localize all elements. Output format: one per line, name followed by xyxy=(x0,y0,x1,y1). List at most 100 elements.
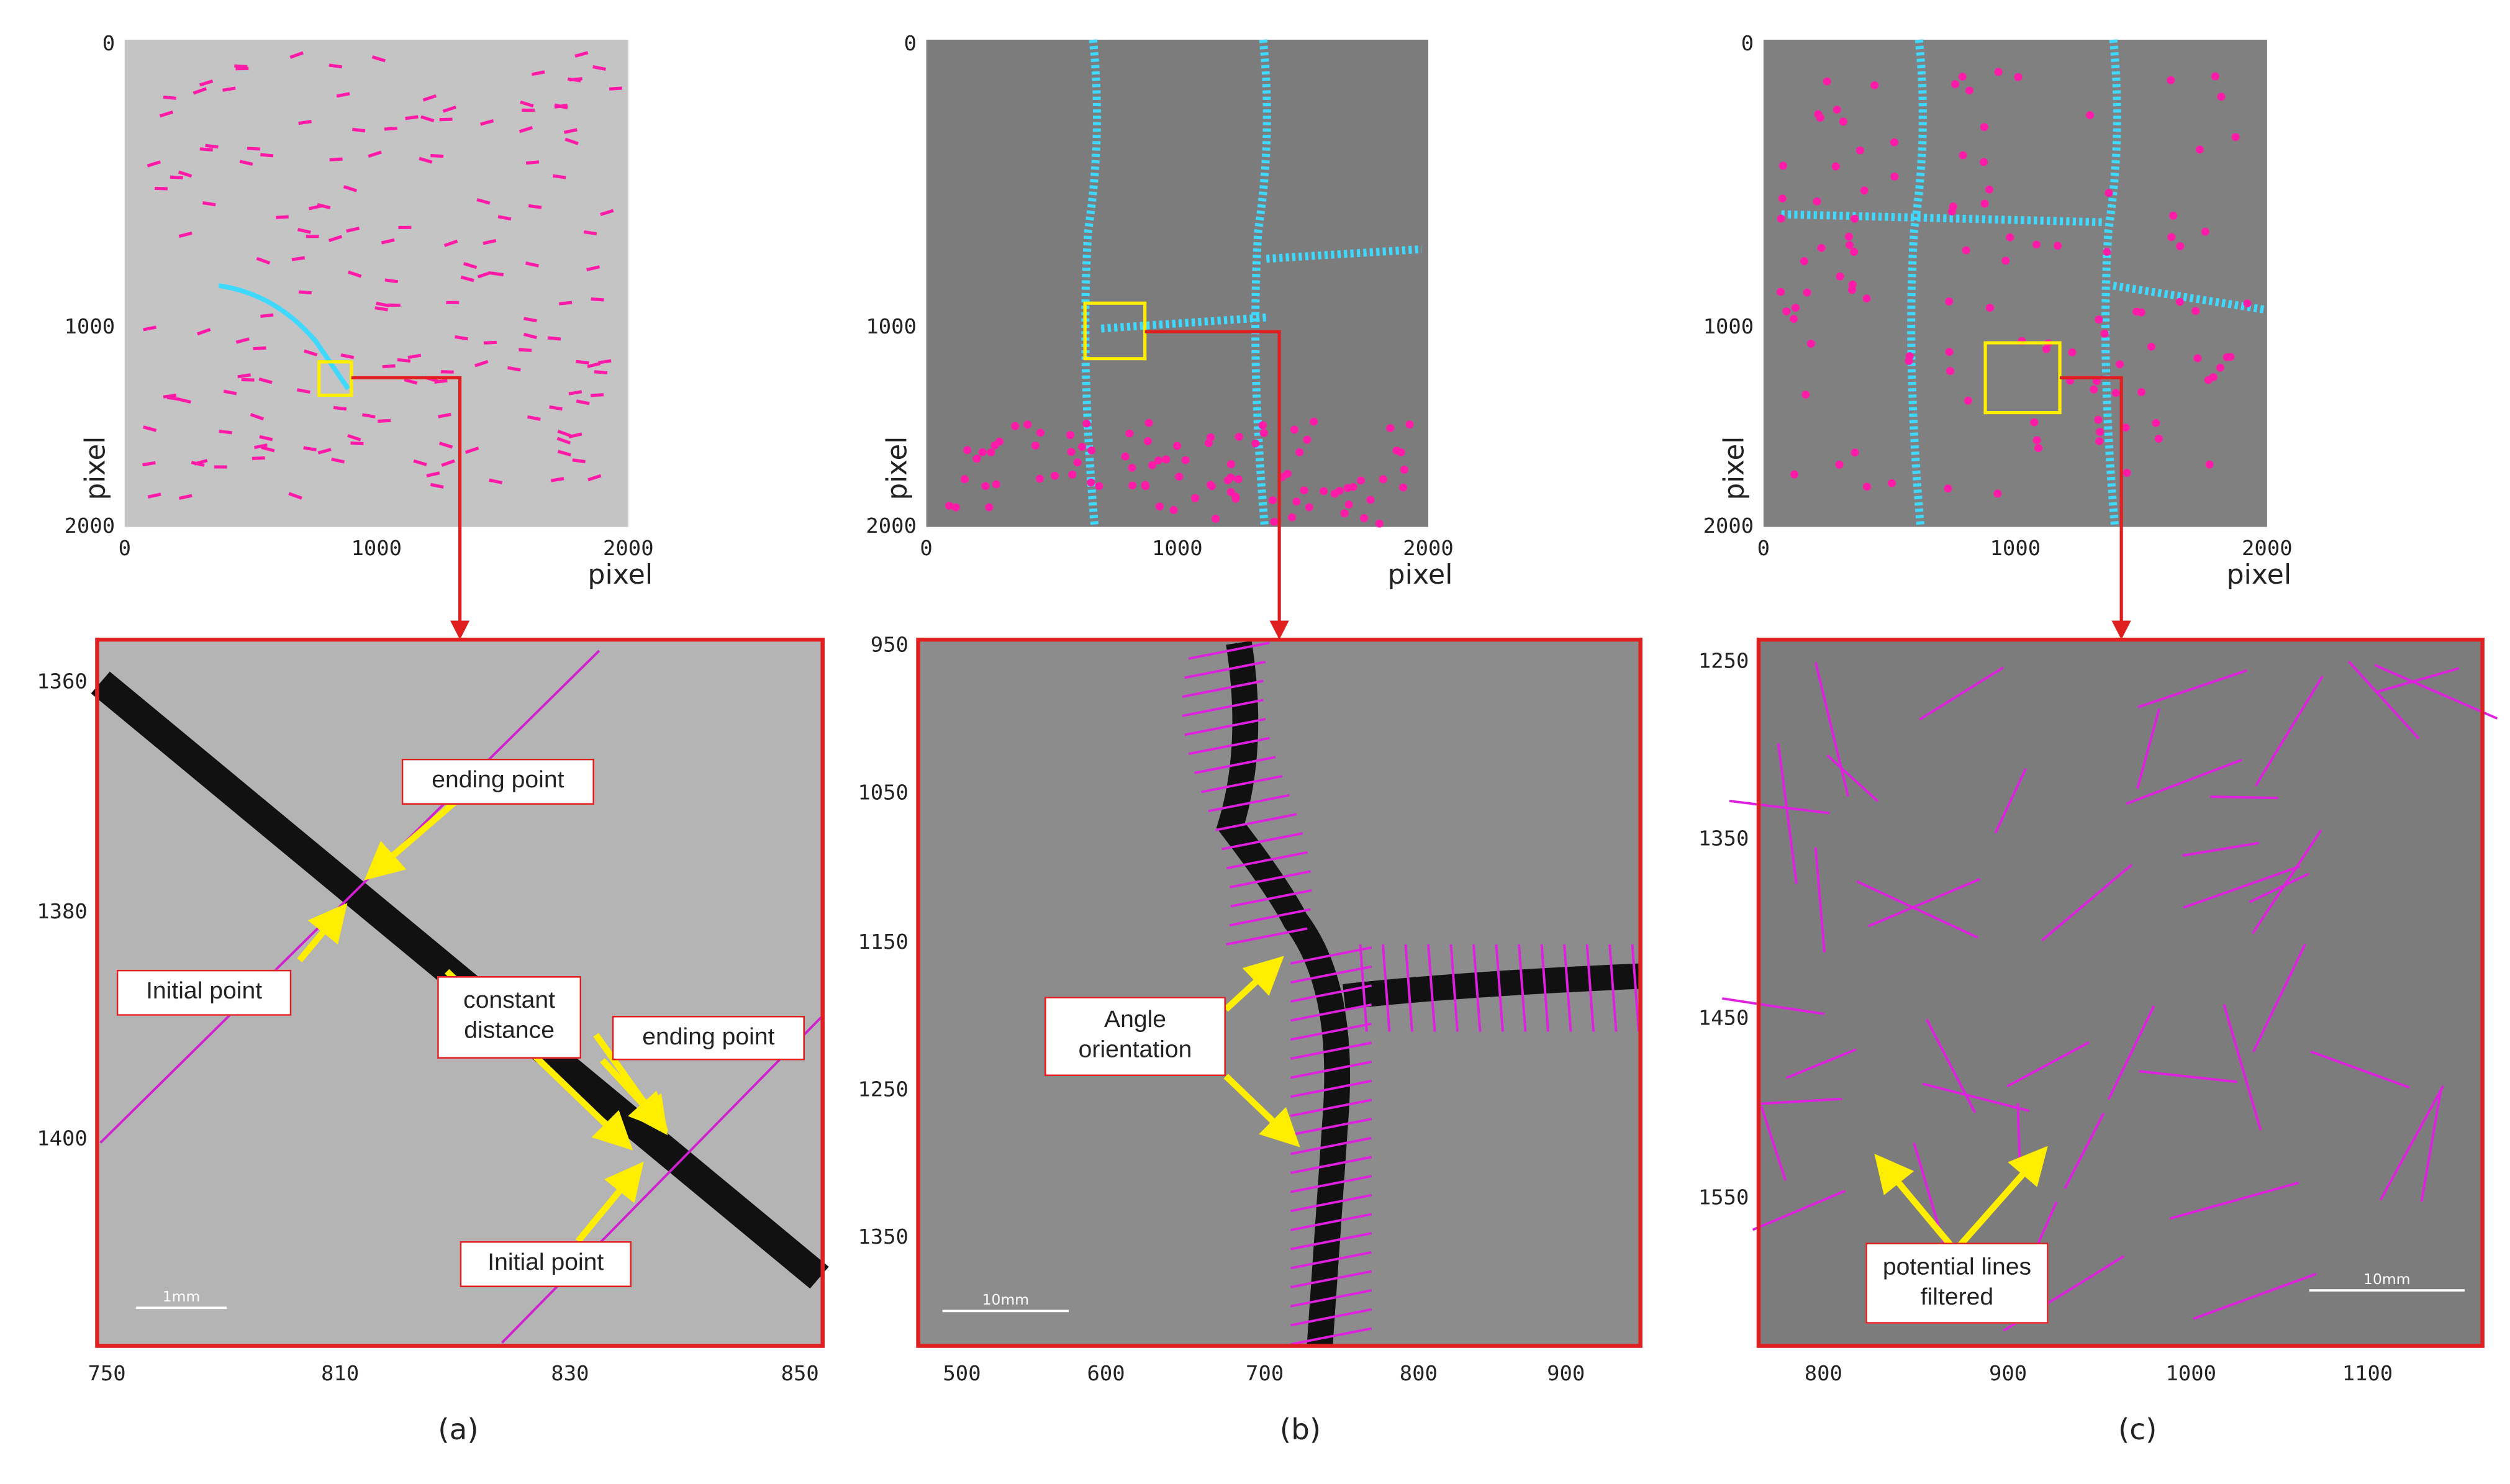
marker xyxy=(1175,473,1184,481)
orientation xyxy=(1182,679,1264,699)
orientation xyxy=(1226,851,1308,870)
marker xyxy=(407,353,422,360)
marker xyxy=(376,301,390,308)
x-axis-label: pixel xyxy=(587,559,653,590)
marker xyxy=(963,446,972,455)
y-tick-label: 1360 xyxy=(37,669,88,694)
marker xyxy=(347,433,361,441)
candidate-line xyxy=(2126,759,2242,805)
marker xyxy=(2121,423,2130,432)
orientation xyxy=(1230,889,1312,908)
fit-line xyxy=(501,1015,824,1344)
marker xyxy=(1862,482,1872,491)
annotation-text: potential lines filtered xyxy=(1865,1242,2049,1324)
x-tick-label: 900 xyxy=(1989,1361,2027,1385)
marker xyxy=(528,204,542,209)
marker xyxy=(333,405,347,411)
y-tick-label: 1000 xyxy=(866,315,917,339)
marker xyxy=(368,150,382,158)
annotation-text: Angle orientation xyxy=(1044,997,1226,1077)
marker xyxy=(1066,431,1075,440)
marker xyxy=(1814,110,1823,119)
marker xyxy=(1944,484,1952,493)
x-tick-label: 750 xyxy=(88,1361,126,1385)
candidate-line xyxy=(2041,864,2132,942)
marker xyxy=(1776,287,1785,296)
marker xyxy=(1946,367,1955,375)
marker xyxy=(2111,389,2120,397)
orientation xyxy=(1382,944,1391,1032)
orientation xyxy=(1290,1136,1372,1156)
marker xyxy=(1212,515,1220,523)
orientation xyxy=(1290,1098,1372,1117)
annotation: Initial point xyxy=(116,969,292,1016)
marker xyxy=(2209,373,2218,381)
marker xyxy=(489,478,503,485)
marker xyxy=(1148,461,1156,469)
x-tick-label: 2000 xyxy=(2242,536,2293,560)
y-tick-label: 1350 xyxy=(858,1225,908,1249)
candidate-line xyxy=(1721,997,1825,1015)
marker xyxy=(1985,185,1994,194)
y-tick-label: 2000 xyxy=(866,514,917,538)
marker xyxy=(525,261,540,268)
x-tick-label: 700 xyxy=(1246,1361,1284,1385)
candidate-line xyxy=(1814,847,1826,952)
y-tick-label: 2000 xyxy=(1703,514,1754,538)
orientation xyxy=(1290,946,1372,965)
marker xyxy=(1141,481,1149,489)
y-tick-label: 1380 xyxy=(37,900,88,924)
marker xyxy=(1310,417,1318,426)
marker xyxy=(1181,456,1190,464)
marker xyxy=(1945,348,1954,356)
x-tick-label: 830 xyxy=(551,1361,589,1385)
orientation xyxy=(1290,1232,1372,1251)
marker xyxy=(202,201,216,207)
marker xyxy=(549,405,563,411)
marker xyxy=(2123,468,2131,477)
marker xyxy=(260,313,274,319)
marker xyxy=(1234,475,1243,484)
marker xyxy=(1980,199,1989,208)
y-tick-label: 1000 xyxy=(65,315,116,339)
marker xyxy=(960,475,969,484)
marker xyxy=(455,335,468,341)
marker xyxy=(1813,197,1821,206)
marker xyxy=(2105,189,2113,197)
orientation xyxy=(1290,1156,1372,1174)
marker xyxy=(972,455,981,463)
marker xyxy=(1226,487,1235,496)
marker xyxy=(142,425,157,432)
marker xyxy=(191,461,205,467)
marker xyxy=(1980,123,1988,132)
y-tick-label: 1250 xyxy=(1698,649,1749,673)
marker xyxy=(1379,475,1387,484)
orientation xyxy=(1290,1118,1372,1136)
y-tick-label: 0 xyxy=(102,31,115,55)
candidate-line xyxy=(2183,865,2301,909)
marker xyxy=(291,256,306,261)
marker xyxy=(1887,479,1896,487)
marker xyxy=(2034,444,2043,453)
marker xyxy=(2095,437,2104,445)
marker xyxy=(1870,81,1879,89)
marker xyxy=(576,360,589,364)
marker xyxy=(1143,437,1152,445)
marker xyxy=(2216,363,2224,372)
marker xyxy=(1162,455,1171,464)
marker xyxy=(2152,419,2160,427)
marker xyxy=(985,503,994,512)
marker xyxy=(143,325,157,332)
marker xyxy=(350,441,364,446)
marker xyxy=(557,450,572,457)
marker xyxy=(480,119,494,126)
candidate-line xyxy=(2310,1050,2410,1089)
marker xyxy=(1270,517,1279,526)
candidate-line xyxy=(1777,743,1798,884)
marker xyxy=(308,204,322,210)
marker xyxy=(317,448,332,455)
marker xyxy=(2167,233,2176,242)
zoom-image xyxy=(1759,640,2483,1346)
marker xyxy=(2211,72,2219,81)
candidate-line xyxy=(2252,829,2322,934)
